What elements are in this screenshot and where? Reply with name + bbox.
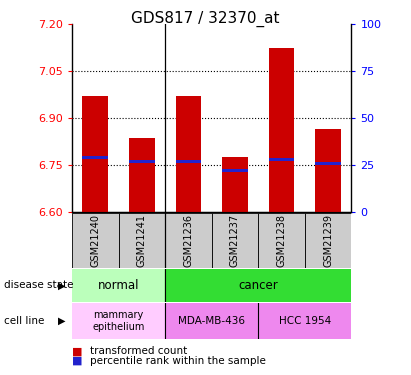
Bar [258,213,305,268]
Bar [222,157,248,212]
Text: GSM21239: GSM21239 [323,214,333,267]
Bar [118,213,165,268]
Text: GSM21236: GSM21236 [183,214,193,267]
Bar [222,169,248,172]
Bar [258,303,351,339]
Text: disease state: disease state [4,280,74,290]
Text: mammary
epithelium: mammary epithelium [92,310,145,332]
Bar [165,303,258,339]
Text: GSM21237: GSM21237 [230,214,240,267]
Text: ■: ■ [72,356,83,366]
Text: GSM21241: GSM21241 [137,214,147,267]
Text: GDS817 / 32370_at: GDS817 / 32370_at [131,11,280,27]
Bar [175,96,201,212]
Bar [165,269,351,302]
Text: ■: ■ [72,346,83,356]
Text: cell line: cell line [4,316,44,326]
Bar [72,269,165,302]
Bar [82,156,108,159]
Bar [175,160,201,163]
Bar [82,96,108,212]
Bar [269,48,294,212]
Bar [129,138,155,212]
Bar [269,158,294,161]
Bar [72,213,118,268]
Text: MDA-MB-436: MDA-MB-436 [178,316,245,326]
Text: HCC 1954: HCC 1954 [279,316,331,326]
Bar [315,129,341,212]
Text: ▶: ▶ [58,316,65,326]
Bar [315,162,341,165]
Text: transformed count: transformed count [90,346,188,356]
Text: cancer: cancer [238,279,278,292]
Text: GSM21238: GSM21238 [277,214,286,267]
Bar [165,213,212,268]
Text: percentile rank within the sample: percentile rank within the sample [90,356,266,366]
Text: GSM21240: GSM21240 [90,214,100,267]
Text: ▶: ▶ [58,280,65,290]
Bar [212,213,258,268]
Bar [129,160,155,163]
Text: normal: normal [98,279,139,292]
Bar [305,213,351,268]
Bar [72,303,165,339]
